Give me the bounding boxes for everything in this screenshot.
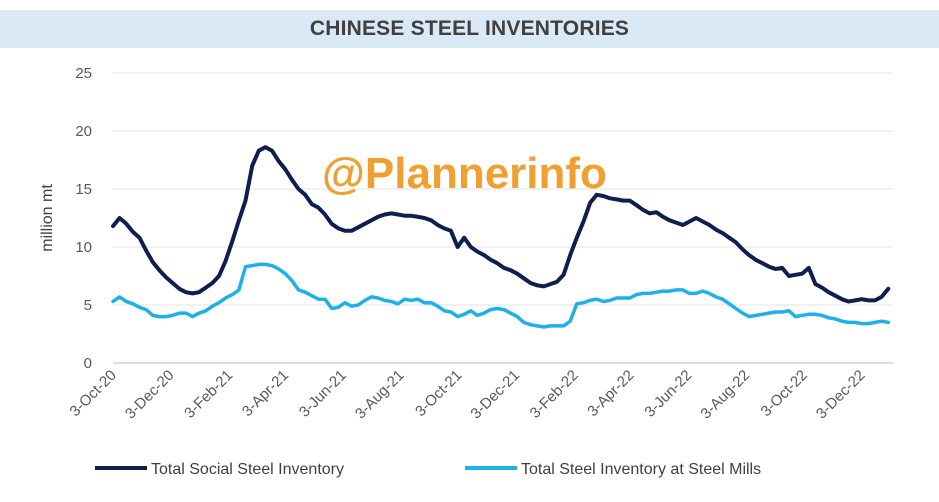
- x-tick-label: 3-Oct-20: [67, 367, 120, 420]
- series-line-social: [111, 145, 891, 304]
- x-tick-label: 3-Aug-22: [697, 367, 753, 423]
- gridlines: [113, 72, 893, 364]
- y-tick-label: 20: [75, 123, 92, 140]
- x-tick-labels: 3-Oct-20 3-Dec-20 3-Feb-21 3-Apr-21 3-Jun-21…: [67, 367, 869, 423]
- y-axis-label: million mt: [39, 184, 56, 252]
- y-tick-label: 5: [84, 297, 92, 314]
- watermark-text: @Plannerinfo: [322, 149, 607, 198]
- y-tick-label: 25: [75, 65, 92, 82]
- y-tick-label: 10: [75, 239, 92, 256]
- x-tick-label: 3-Aug-21: [352, 367, 408, 423]
- x-tick-label: 3-Feb-22: [527, 367, 582, 422]
- x-tick-label: 3-Dec-21: [467, 367, 523, 423]
- x-tick-label: 3-Oct-21: [412, 367, 465, 420]
- title-bar: CHINESE STEEL INVENTORIES: [0, 10, 939, 48]
- x-tick-label: 3-Dec-22: [813, 367, 869, 423]
- x-tick-label: 3-Apr-21: [239, 367, 292, 420]
- legend: Total Social Steel Inventory Total Steel …: [95, 461, 761, 478]
- y-tick-labels: 0 5 10 15 20 25: [75, 65, 92, 372]
- legend-label: Total Social Steel Inventory: [151, 461, 344, 478]
- y-tick-label: 0: [84, 355, 92, 372]
- x-tick-label: 3-Dec-20: [122, 367, 178, 423]
- x-tick-label: 3-Jun-22: [641, 367, 695, 421]
- x-tick-label: 3-Jun-21: [296, 367, 350, 421]
- series-lines: [111, 145, 891, 329]
- x-tick-label: 3-Apr-22: [584, 367, 637, 420]
- x-tick-label: 3-Feb-21: [181, 367, 236, 422]
- y-tick-label: 15: [75, 181, 92, 198]
- legend-label: Total Steel Inventory at Steel Mills: [521, 461, 761, 478]
- series-line-mills: [111, 262, 891, 329]
- chart-title: CHINESE STEEL INVENTORIES: [309, 17, 630, 40]
- x-tick-label: 3-Oct-22: [758, 367, 811, 420]
